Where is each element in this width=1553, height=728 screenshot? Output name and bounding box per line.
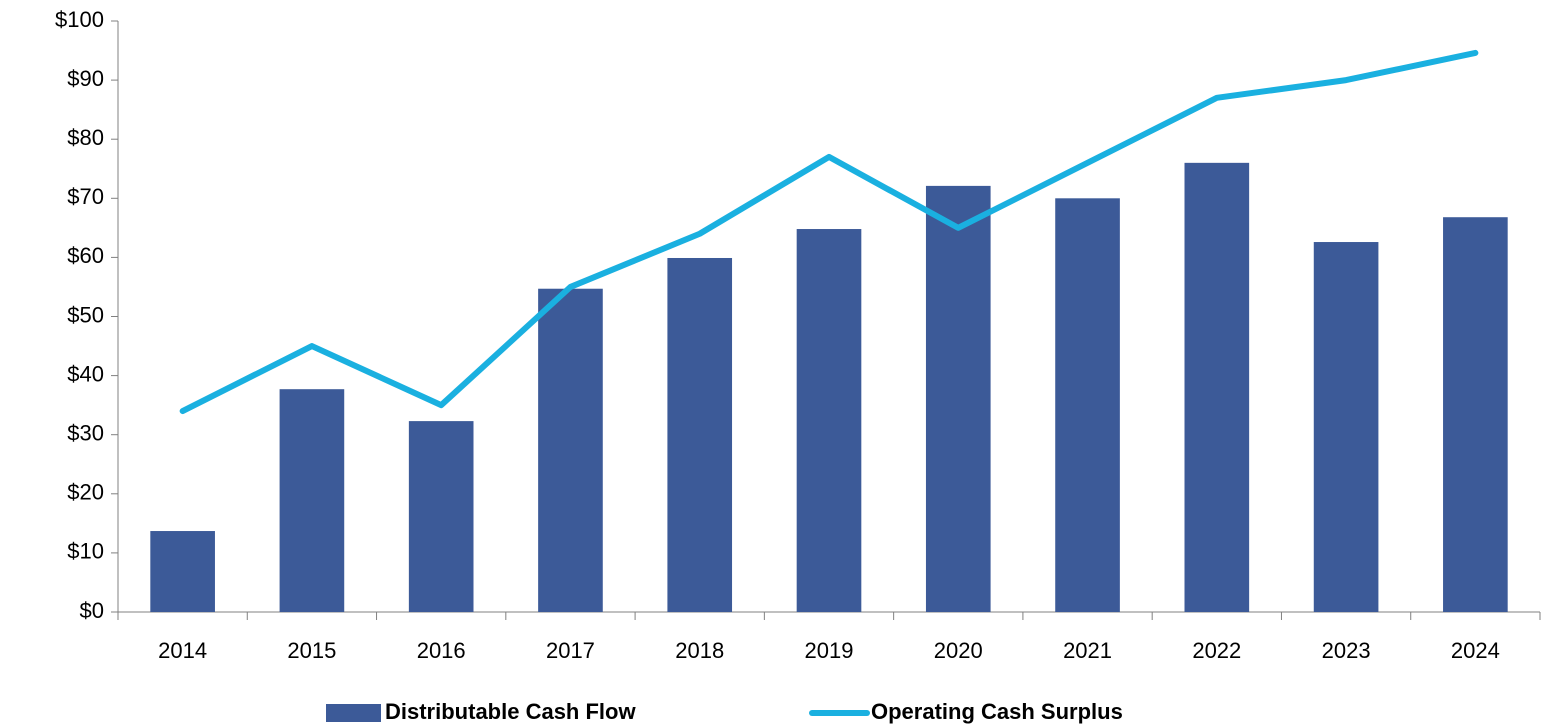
x-tick-label: 2020	[934, 638, 983, 663]
legend-swatch	[326, 704, 381, 722]
bar	[1184, 162, 1250, 612]
line	[179, 49, 1479, 415]
y-tick-label: $50	[67, 302, 104, 327]
legend-label: Operating Cash Surplus	[871, 699, 1123, 724]
y-tick-label: $80	[67, 125, 104, 150]
x-tick-label: 2024	[1451, 638, 1500, 663]
x-tick-label: 2016	[417, 638, 466, 663]
x-tick-label: 2023	[1322, 638, 1371, 663]
y-tick-label: $100	[55, 7, 104, 32]
x-tick-label: 2014	[158, 638, 207, 663]
bar	[408, 421, 474, 612]
y-tick-label: $20	[67, 480, 104, 505]
x-tick-label: 2021	[1063, 638, 1112, 663]
y-tick-label: $0	[80, 598, 104, 623]
x-tick-label: 2018	[675, 638, 724, 663]
y-tick-label: $30	[67, 421, 104, 446]
x-tick-label: 2015	[287, 638, 336, 663]
x-tick-label: 2022	[1192, 638, 1241, 663]
bar	[1313, 242, 1379, 612]
y-tick-label: $70	[67, 184, 104, 209]
bar	[796, 229, 862, 613]
y-tick-label: $10	[67, 539, 104, 564]
bar	[667, 257, 733, 612]
bar	[150, 531, 215, 612]
bar	[925, 185, 991, 612]
legend-label: Distributable Cash Flow	[385, 699, 636, 724]
bar	[538, 288, 603, 612]
y-tick-label: $90	[67, 66, 104, 91]
x-tick-label: 2019	[805, 638, 854, 663]
bar	[1443, 217, 1508, 612]
bar	[1055, 198, 1120, 613]
bar	[279, 389, 345, 612]
y-tick-label: $60	[67, 243, 104, 268]
y-tick-label: $40	[67, 361, 104, 386]
x-tick-label: 2017	[546, 638, 595, 663]
